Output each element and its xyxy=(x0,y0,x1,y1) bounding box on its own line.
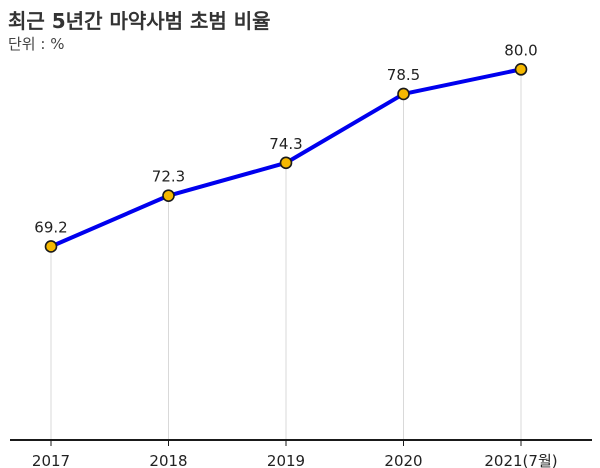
data-label: 69.2 xyxy=(34,218,67,236)
data-label: 74.3 xyxy=(269,135,302,153)
data-point xyxy=(162,189,175,202)
data-label: 72.3 xyxy=(152,168,185,186)
data-label: 80.0 xyxy=(504,41,537,59)
unit-label: 단위 : % xyxy=(8,35,65,53)
data-point xyxy=(279,156,293,170)
data-point xyxy=(397,87,410,101)
x-tick-label: 2021(7월) xyxy=(484,452,557,468)
data-point xyxy=(44,240,58,253)
data-label: 78.5 xyxy=(387,66,420,84)
x-tick-label: 2017 xyxy=(32,452,70,468)
x-tick-label: 2019 xyxy=(267,452,305,468)
data-point xyxy=(514,63,528,76)
x-tick-label: 2020 xyxy=(384,452,422,468)
x-tick-label: 2018 xyxy=(149,452,187,468)
chart-title: 최근 5년간 마약사범 초범 비율 xyxy=(8,9,271,33)
